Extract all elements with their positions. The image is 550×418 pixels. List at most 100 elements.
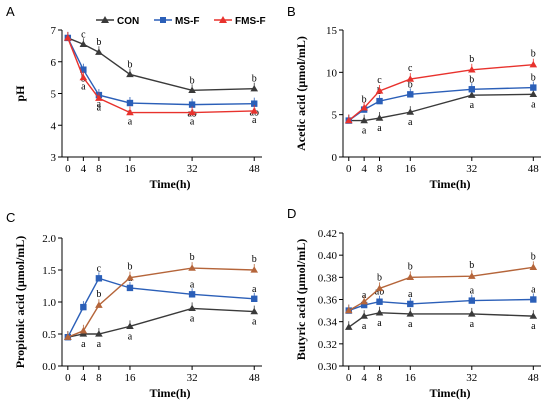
data-point — [376, 298, 383, 305]
y-tick-label: 0.40 — [318, 250, 338, 262]
x-axis-title: Time(h) — [149, 177, 190, 191]
data-point — [375, 114, 384, 121]
significance-label: a — [97, 339, 102, 350]
y-tick-label: 0.0 — [42, 361, 56, 373]
data-point — [188, 86, 196, 93]
panel-c: C0.00.51.01.52.00 4 8 16 32 48Time(h)Propioni… — [6, 210, 262, 400]
y-axis-title: Acetic acid (μmol/mL) — [294, 36, 308, 151]
data-point — [250, 107, 259, 114]
significance-label: a — [362, 321, 367, 332]
data-point — [530, 296, 537, 303]
significance-label: a — [252, 115, 257, 126]
y-tick-label: 6 — [51, 57, 57, 69]
data-point — [250, 266, 259, 273]
data-point — [406, 310, 415, 317]
significance-label: b — [469, 74, 474, 85]
data-point — [95, 48, 103, 55]
data-point — [467, 310, 476, 317]
legend-label: FMS-F — [235, 16, 266, 27]
x-tick-label: 48 — [249, 163, 261, 175]
y-tick-label: 2.0 — [42, 233, 56, 245]
data-point — [360, 104, 368, 111]
significance-label: c — [377, 75, 382, 86]
significance-label: a — [408, 289, 413, 300]
significance-label: b — [377, 272, 382, 283]
x-tick-label: 32 — [466, 163, 477, 175]
series-fms-f: b b b b — [64, 252, 259, 340]
data-point — [79, 73, 88, 81]
data-point — [406, 75, 415, 82]
y-tick-label: 4 — [51, 120, 57, 132]
significance-label: b — [190, 75, 195, 86]
legend-marker — [219, 16, 227, 23]
significance-label: b — [408, 261, 413, 272]
data-point — [407, 300, 414, 308]
x-tick-label: 32 — [466, 372, 477, 384]
data-point — [188, 291, 196, 298]
data-point — [250, 307, 259, 315]
data-point — [360, 312, 368, 319]
significance-label: a — [128, 117, 133, 128]
x-tick-label: 48 — [528, 163, 540, 175]
x-tick-label: 32 — [187, 372, 198, 384]
significance-label: b — [469, 54, 474, 65]
data-point — [126, 284, 134, 292]
y-tick-label: 0.32 — [318, 339, 337, 351]
data-point — [251, 295, 258, 302]
data-point — [79, 40, 88, 47]
x-axis-title: Time(h) — [429, 177, 470, 191]
series-line — [67, 277, 255, 338]
significance-label: b — [127, 59, 132, 70]
series-line — [67, 307, 255, 338]
data-point — [344, 323, 353, 330]
series-line — [67, 37, 255, 114]
significance-label: a — [531, 285, 536, 296]
data-point — [79, 327, 88, 334]
panel-letter: B — [287, 4, 296, 19]
y-tick-label: 5 — [332, 110, 338, 122]
data-point — [95, 275, 103, 282]
series-ms-f: a ab a a a — [345, 285, 537, 314]
significance-label: b — [469, 260, 474, 271]
significance-label: a — [531, 321, 536, 332]
data-point — [126, 70, 134, 78]
data-point — [80, 303, 87, 311]
y-tick-label: 7 — [51, 25, 57, 37]
data-point — [375, 309, 384, 316]
x-tick-label: 16 — [405, 163, 417, 175]
significance-label: b — [531, 73, 536, 84]
data-point — [467, 272, 476, 279]
data-point — [95, 94, 103, 101]
x-tick-label: 48 — [528, 372, 540, 384]
legend-label: CON — [117, 16, 139, 27]
significance-label: a — [362, 126, 367, 137]
significance-label: a — [128, 331, 133, 342]
data-point — [250, 84, 259, 92]
significance-label: a — [97, 99, 102, 110]
y-tick-label: 1.5 — [42, 265, 56, 277]
significance-label: b — [531, 49, 536, 60]
significance-label: b — [190, 252, 195, 263]
significance-label: c — [81, 29, 86, 40]
y-tick-label: 0.34 — [318, 317, 338, 329]
y-tick-label: 1.0 — [42, 297, 56, 309]
data-point — [360, 301, 368, 309]
data-point — [95, 301, 103, 308]
series-fms-f: ccb b — [344, 49, 538, 124]
x-tick-label: 4 — [361, 372, 367, 384]
significance-label: c — [408, 63, 413, 74]
y-tick-label: 0.5 — [42, 329, 56, 341]
panel-letter: A — [6, 4, 15, 19]
data-point — [468, 297, 475, 304]
data-point — [251, 100, 258, 107]
x-tick-label: 16 — [405, 372, 417, 384]
significance-label: c — [97, 263, 102, 274]
significance-label: a — [470, 286, 475, 297]
series-ms-f: baaabab — [64, 31, 259, 120]
legend: CON MS-F FMS-F — [96, 16, 266, 27]
data-point — [126, 99, 134, 107]
data-point — [406, 273, 415, 280]
significance-label: a — [190, 279, 195, 290]
